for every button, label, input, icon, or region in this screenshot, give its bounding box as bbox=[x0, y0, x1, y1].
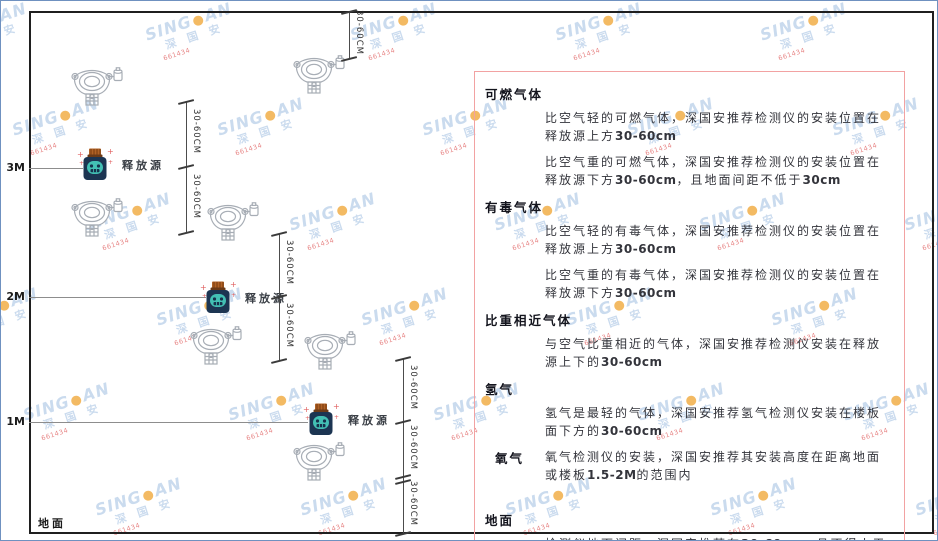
panel-section: 氧气 氧气检测仪的安装，深国安推荐其安装高度在距离地面或楼板1.5-2M的范围内 bbox=[485, 448, 890, 484]
gas-detector-icon bbox=[207, 202, 259, 241]
svg-text:+: + bbox=[231, 292, 236, 299]
gas-detector-icon bbox=[293, 55, 345, 94]
panel-section: 有毒气体 比空气轻的有毒气体，深国安推荐检测仪的安装位置在释放源上方30-60cm… bbox=[485, 197, 890, 302]
section-paragraph: 检测仪地面间距，深国安推荐在30-60cm，且不得小于30cm，因为过低容易水溅… bbox=[485, 535, 890, 540]
release-source: + + + + 释放源 bbox=[303, 403, 390, 436]
level-label: 3M bbox=[6, 161, 25, 174]
brand-right-text: AN bbox=[0, 0, 30, 26]
section-paragraph: 比空气轻的可燃气体，深国安推荐检测仪的安装位置在释放源上方30-60cm bbox=[545, 111, 882, 143]
section-title: 有毒气体 bbox=[485, 200, 544, 215]
release-source-label: 释放源 bbox=[245, 291, 287, 305]
gas-detector bbox=[207, 202, 259, 246]
gas-detector-icon bbox=[304, 331, 356, 370]
section-title: 氢气 bbox=[485, 382, 515, 397]
svg-text:+: + bbox=[230, 281, 236, 289]
info-panel: 可燃气体 比空气轻的可燃气体，深国安推荐检测仪的安装位置在释放源上方30-60cm… bbox=[474, 71, 905, 540]
gas-detector-icon bbox=[190, 326, 242, 365]
svg-text:+: + bbox=[334, 414, 339, 421]
section-title: 地面 bbox=[485, 513, 515, 528]
gas-detector bbox=[293, 442, 345, 486]
section-title: 比重相近气体 bbox=[485, 313, 573, 328]
section-paragraph: 比空气轻的有毒气体，深国安推荐检测仪的安装位置在释放源上方30-60cm bbox=[545, 224, 882, 256]
dimension-label: 30-60CM bbox=[284, 303, 294, 348]
release-source: + + + + 释放源 bbox=[200, 281, 287, 314]
section-paragraph: 氢气是最轻的气体，深国安推荐氢气检测仪安装在楼板面下方的30-60cm bbox=[545, 406, 882, 438]
gas-detector bbox=[304, 331, 356, 375]
gas-detector bbox=[71, 67, 123, 111]
panel-section: 比重相近气体与空气比重相近的气体，深国安推荐检测仪安装在释放源上下的30-60c… bbox=[485, 310, 890, 371]
gas-detector-icon bbox=[71, 67, 123, 106]
section-title: 氧气 bbox=[495, 451, 525, 466]
dimension-line bbox=[186, 102, 187, 233]
room-frame bbox=[29, 11, 934, 534]
section-paragraph: 比空气重的有毒气体，深国安推荐检测仪的安装位置在释放源下方30-60cm bbox=[545, 268, 882, 300]
dimension-line bbox=[279, 234, 280, 361]
section-title: 可燃气体 bbox=[485, 87, 544, 102]
level-line bbox=[29, 168, 83, 169]
dimension-label: 30-60CM bbox=[408, 424, 418, 470]
svg-text:+: + bbox=[107, 148, 113, 156]
gas-detector-icon bbox=[71, 198, 123, 237]
gas-detector bbox=[190, 326, 242, 370]
dimension-label: 30-60CM bbox=[408, 480, 418, 526]
release-source: + + + + 释放源 bbox=[77, 148, 164, 181]
gas-detector bbox=[71, 198, 123, 242]
dimension-line bbox=[403, 359, 404, 534]
svg-text:+: + bbox=[108, 159, 113, 166]
svg-text:+: + bbox=[305, 415, 310, 422]
release-source-label: 释放源 bbox=[122, 158, 164, 172]
level-label: 1M bbox=[6, 415, 25, 428]
release-source-icon: + + + + bbox=[200, 281, 236, 313]
ground-label: 地面 bbox=[38, 517, 66, 530]
svg-text:+: + bbox=[333, 403, 339, 411]
svg-text:+: + bbox=[79, 160, 84, 167]
section-paragraph: 氧气检测仪的安装，深国安推荐其安装高度在距离地面或楼板1.5-2M的范围内 bbox=[545, 450, 882, 482]
level-label: 2M bbox=[6, 290, 25, 303]
section-paragraph: 比空气重的可燃气体，深国安推荐检测仪的安装位置在释放源下方30-60cm，且地面… bbox=[545, 155, 882, 187]
release-source-icon: + + + + bbox=[303, 403, 339, 435]
release-source-icon: + + + + bbox=[77, 148, 113, 180]
dimension-line bbox=[349, 12, 350, 59]
gas-detector bbox=[293, 55, 345, 99]
gas-detector-icon bbox=[293, 442, 345, 481]
svg-text:+: + bbox=[303, 405, 310, 414]
brand-dot-icon: ● bbox=[1, 11, 3, 30]
svg-text:+: + bbox=[202, 293, 207, 300]
panel-section: 氢气氢气是最轻的气体，深国安推荐氢气检测仪安装在楼板面下方的30-60cm bbox=[485, 379, 890, 440]
release-source-label: 释放源 bbox=[348, 413, 390, 427]
dimension-label: 30-60CM bbox=[191, 108, 201, 154]
svg-text:+: + bbox=[77, 150, 84, 159]
panel-section: 可燃气体 比空气轻的可燃气体，深国安推荐检测仪的安装位置在释放源上方30-60cm… bbox=[485, 84, 890, 189]
dimension-label: 30-60CM bbox=[284, 239, 294, 285]
dimension-label: 30-60CM bbox=[408, 364, 418, 410]
svg-text:+: + bbox=[200, 283, 207, 292]
panel-section: 地面检测仪地面间距，深国安推荐在30-60cm，且不得小于30cm，因为过低容易… bbox=[485, 510, 890, 540]
dimension-label: 30-60CM bbox=[354, 9, 364, 55]
level-line bbox=[29, 422, 308, 423]
level-line bbox=[29, 297, 206, 298]
section-paragraph: 与空气比重相近的气体，深国安推荐检测仪安装在释放源上下的30-60cm bbox=[545, 337, 882, 369]
dimension-label: 30-60CM bbox=[191, 174, 201, 219]
